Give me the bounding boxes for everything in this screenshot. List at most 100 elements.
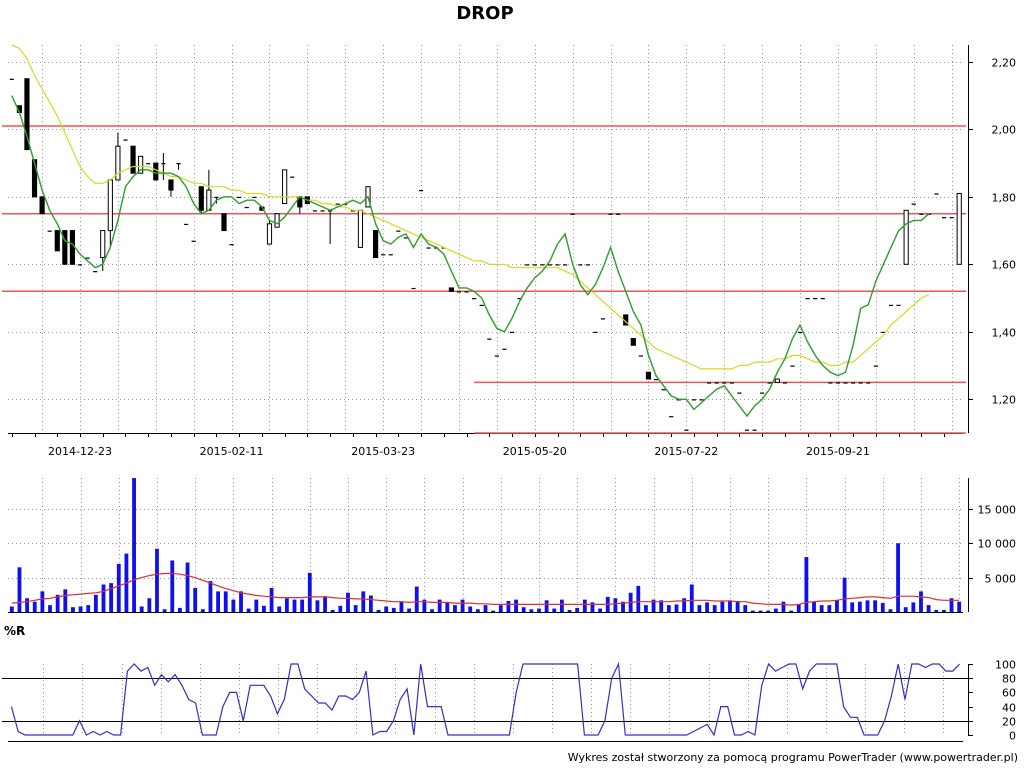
williams-r-y-tick-label: 80: [1002, 673, 1016, 686]
candle: [684, 429, 689, 431]
candle: [130, 145, 136, 174]
candle: [100, 230, 106, 259]
williams-r-y-tick-label: 40: [1002, 702, 1016, 715]
candle: [191, 240, 196, 242]
volume-bar: [949, 598, 954, 612]
price-y-tick-label: 2,20: [992, 57, 1017, 70]
candle: [570, 213, 575, 215]
candle: [77, 264, 83, 266]
volume-bar: [651, 599, 656, 612]
candle: [502, 348, 507, 350]
candle: [115, 145, 121, 181]
volume-bar: [422, 599, 427, 612]
volume-bar: [292, 599, 297, 612]
candle: [540, 264, 545, 266]
candle: [744, 429, 750, 431]
candle: [669, 416, 674, 418]
volume-bar: [529, 609, 534, 612]
volume-bar: [468, 606, 473, 612]
volume-bar: [934, 609, 939, 612]
candle: [707, 382, 712, 384]
candle: [282, 169, 288, 205]
volume-bar: [911, 602, 916, 612]
volume-bar: [170, 560, 175, 612]
candle: [107, 179, 113, 232]
volume-bar: [9, 606, 14, 612]
candle: [168, 179, 174, 191]
volume-bar: [116, 563, 121, 612]
volume-bar: [857, 601, 862, 612]
volume-bar: [819, 605, 824, 612]
candle: [335, 203, 340, 205]
williams-r-y-tick-label: 60: [1002, 687, 1016, 700]
volume-bar: [559, 599, 564, 612]
price-x-tick-label: 2015-07-22: [654, 445, 718, 458]
candle: [934, 193, 939, 195]
candle: [760, 392, 765, 394]
volume-bar: [582, 599, 587, 612]
volume-bar: [666, 605, 671, 612]
volume-bar: [277, 606, 282, 612]
volume-y-tick-label: 15 000: [978, 504, 1017, 517]
williams-r-y-tick-label: 100: [995, 659, 1016, 672]
volume-bar: [766, 610, 771, 612]
candle: [737, 392, 742, 394]
volume-bar: [177, 607, 182, 612]
volume-bar: [193, 587, 198, 612]
volume-bar: [300, 599, 305, 612]
volume-bar: [689, 584, 694, 612]
candle: [403, 237, 409, 239]
price-x-tick-label: 2015-03-23: [351, 445, 415, 458]
volume-bar: [567, 609, 572, 612]
volume-bar: [391, 607, 396, 612]
candle: [31, 159, 38, 198]
candle: [396, 230, 401, 232]
candle: [532, 264, 537, 266]
candle: [357, 209, 364, 248]
candle: [858, 382, 863, 384]
volume-bar: [720, 601, 725, 612]
candle: [881, 331, 886, 333]
volume-bar: [284, 598, 289, 612]
price-y-tick-label: 1,40: [992, 327, 1017, 340]
candle: [843, 382, 848, 384]
volume-bar: [514, 599, 518, 612]
candle: [593, 331, 598, 333]
candle: [62, 230, 68, 265]
candle: [184, 223, 189, 226]
volume-bar: [537, 608, 541, 612]
candle: [426, 247, 431, 249]
volume-bar: [750, 610, 755, 612]
candle: [93, 271, 98, 273]
volume-bar: [40, 591, 45, 612]
volume-bar: [361, 591, 366, 612]
volume-bar: [86, 605, 91, 612]
candle: [608, 213, 613, 215]
volume-bar: [185, 562, 190, 612]
candle: [585, 264, 590, 266]
candle: [919, 213, 924, 215]
volume-bar: [346, 592, 350, 612]
candle: [797, 331, 803, 333]
volume-bar: [460, 599, 465, 612]
volume-bar: [636, 585, 641, 612]
candle: [161, 163, 166, 165]
volume-bar: [896, 543, 900, 612]
volume-bar: [705, 602, 709, 612]
price-x-tick-label: 2015-09-21: [806, 445, 870, 458]
candle: [472, 298, 477, 300]
candle: [941, 217, 947, 219]
volume-bar: [208, 581, 213, 612]
williams-r-line: [10, 661, 961, 737]
candle: [767, 382, 772, 384]
ma-short-line: [11, 95, 930, 418]
candle: [9, 78, 14, 80]
candle: [600, 318, 606, 320]
candle: [266, 223, 273, 245]
volume-bar: [621, 601, 625, 612]
candle: [562, 264, 568, 266]
volume-bar: [330, 609, 335, 612]
volume-bar: [71, 607, 75, 612]
candle: [714, 382, 719, 384]
candle: [653, 379, 659, 381]
